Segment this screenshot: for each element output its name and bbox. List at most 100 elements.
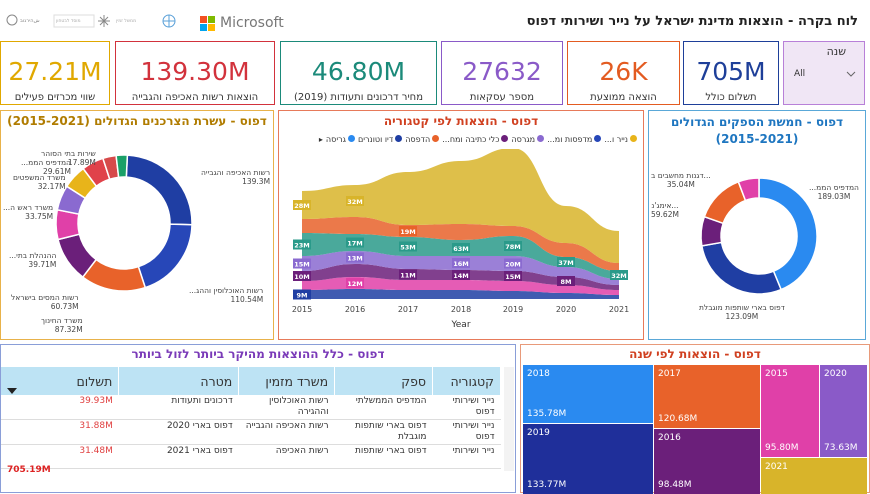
stream-data-label-box — [293, 289, 311, 300]
stream-data-label-box — [504, 241, 522, 251]
legend-next-icon[interactable]: ▸ — [318, 135, 323, 144]
top-suppliers-title: דפוס - חמשת הספקים הגדולים (2015-2021) — [670, 115, 844, 146]
legend-item[interactable]: מדפסות ומ... — [547, 135, 602, 144]
stream-data-label: 19M — [400, 228, 416, 236]
table-cell: 39.93M — [1, 395, 119, 420]
kpi-label: הוצאות רשות האכיפה והגבייה — [131, 92, 259, 103]
table-header[interactable]: קטגוריה — [432, 367, 501, 395]
table-cell: 31.48M — [1, 444, 119, 469]
stream-band[interactable] — [302, 277, 619, 295]
donut-label-name: שירות בתי הסוהר — [41, 149, 96, 158]
donut-slice[interactable] — [758, 177, 818, 291]
table-row[interactable]: נייר ושירותי דפוס המדפיס הממשלתי רשות האוכ… — [1, 395, 501, 420]
donut-slice[interactable] — [137, 223, 193, 289]
year-slicer[interactable]: שנה All — [783, 41, 865, 105]
table-cell: נייר ושירותי דפוס — [432, 419, 501, 445]
treemap-cell[interactable]: 2017 120.68M — [654, 365, 760, 428]
kpi-card: 26K הוצאה ממוצעת — [567, 41, 680, 105]
year-treemap[interactable]: 2018 135.78M 2017 120.68M 2015 95.80M 2020 73.6… — [523, 365, 867, 494]
legend-item[interactable]: נייר ו... — [604, 135, 637, 144]
donut-label: שירות בתי הסוהר 17.89M — [41, 149, 96, 167]
donut-slice[interactable] — [115, 154, 129, 179]
table-scrollbar[interactable] — [504, 367, 514, 471]
legend-item[interactable]: מגרסה — [511, 135, 545, 144]
treemap-year: 2016 — [658, 433, 681, 443]
sort-desc-icon[interactable] — [7, 387, 17, 395]
legend-item[interactable]: הדפסה — [405, 135, 440, 144]
stream-data-label-box — [610, 270, 628, 280]
microsoft-logo-icon — [200, 16, 216, 32]
treemap-cell[interactable]: 2019 133.77M — [523, 424, 653, 494]
legend-dot — [432, 135, 440, 142]
stream-data-label: 8M — [561, 278, 572, 286]
donut-label: המדפיס הממ... 189.03M — [809, 183, 859, 201]
legend-label: מגרסה — [511, 135, 536, 144]
table-row[interactable]: נייר ושירותי דפוס בארי שותפות רשות האכיפה ד… — [1, 444, 501, 469]
legend-item[interactable]: גריסה — [326, 135, 355, 144]
donut-label-value: 17.89M — [67, 158, 96, 167]
stream-data-label-box — [293, 239, 311, 250]
treemap-value: 73.63M — [824, 443, 858, 453]
treemap-year: 2018 — [527, 369, 550, 379]
table-cell: דפוס בארי שותפות מוגבלת — [334, 419, 433, 445]
donut-slice[interactable] — [737, 177, 760, 202]
treemap-cell[interactable]: 2020 73.63M — [820, 365, 867, 457]
donut-slice[interactable] — [700, 241, 783, 295]
treemap-cell[interactable]: 2016 98.48M — [654, 429, 760, 494]
donut-label-name: המדפיס הממ... — [809, 183, 859, 192]
table-header[interactable]: משרד מזמין — [238, 367, 336, 395]
table-row[interactable]: נייר ושירותי דפוס דפוס בארי שותפות מוגבלת… — [1, 419, 501, 445]
stream-data-label-box — [346, 252, 364, 263]
table-header[interactable]: ספק — [334, 367, 434, 395]
x-tick-label: 2020 — [556, 305, 576, 314]
donut-label-name: דפוס בארי שותפות מוגבלת — [699, 303, 785, 312]
treemap-cell[interactable]: 2015 95.80M — [761, 365, 819, 457]
top-consumers-donut[interactable] — [1, 111, 275, 341]
treemap-cell[interactable]: 2018 135.78M — [523, 365, 653, 423]
kpi-value: 26K — [599, 57, 648, 86]
treemap-year: 2019 — [527, 428, 550, 438]
stream-data-label-box — [346, 237, 364, 248]
treemap-value: 98.48M — [658, 480, 692, 490]
table-header[interactable]: תשלום — [1, 367, 120, 395]
stream-band[interactable] — [302, 289, 619, 299]
donut-label-value: 189.03M — [817, 192, 851, 201]
table-cell: דרכונים ותעודות — [118, 395, 239, 420]
donut-label: דפוס בארי שותפות מוגבלת 123.09M — [699, 303, 785, 321]
stream-data-label: 63M — [453, 245, 469, 253]
donut-label-name: משרד החינוך — [41, 316, 83, 325]
treemap-value: 95.80M — [765, 443, 799, 453]
category-stream-chart[interactable]: 2015 2016 2017 2018 2019 2020 2021 Year 28M 32M 53… — [279, 149, 645, 341]
donut-slice[interactable] — [55, 208, 81, 241]
stream-band[interactable] — [302, 217, 619, 271]
stream-data-label: 23M — [294, 242, 310, 250]
stream-band[interactable] — [302, 233, 619, 279]
donut-label-value: 139.3M — [242, 177, 271, 186]
treemap-cell[interactable]: 2021 — [761, 458, 867, 494]
gov-logos-icon: شהירגוב מוסד לבטחון ממשל זמין — [6, 14, 176, 28]
donut-slice[interactable] — [125, 154, 193, 226]
stream-data-label-box — [346, 196, 364, 206]
stream-data-label: 9M — [297, 292, 308, 300]
donut-label: ...דגנות מחשבים ב 35.04M — [651, 171, 711, 189]
slicer-value[interactable]: All — [794, 69, 806, 79]
stream-data-label: 28M — [294, 202, 310, 210]
stream-data-label-box — [346, 278, 364, 288]
legend-item[interactable]: כלי כתיבה ומח... — [442, 135, 509, 144]
stream-data-label-box — [504, 258, 522, 269]
legend-item[interactable]: דיו וטונרים — [358, 135, 403, 144]
donut-label-value: 123.09M — [725, 312, 759, 321]
donut-label: משרד ראש ה... 33.75M — [3, 203, 53, 221]
donut-label-value: 39.71M — [28, 260, 57, 269]
stream-band[interactable] — [302, 149, 619, 263]
stream-data-label: 78M — [505, 243, 521, 251]
table-header[interactable]: מטרה — [118, 367, 240, 395]
table-cell: 31.88M — [1, 419, 119, 445]
stream-data-label: 16M — [453, 260, 469, 268]
chevron-down-icon[interactable] — [846, 70, 856, 78]
top-suppliers-donut[interactable] — [649, 111, 867, 341]
top-consumers-panel: דפוס - עשרת הצרכנים הגדולים (2015-2021) … — [0, 110, 274, 340]
donut-label: משרד המשפטים 32.17M — [13, 173, 66, 191]
table-cell: דפוס בארי שותפות — [334, 444, 433, 469]
legend-label: נייר ו... — [604, 135, 628, 144]
